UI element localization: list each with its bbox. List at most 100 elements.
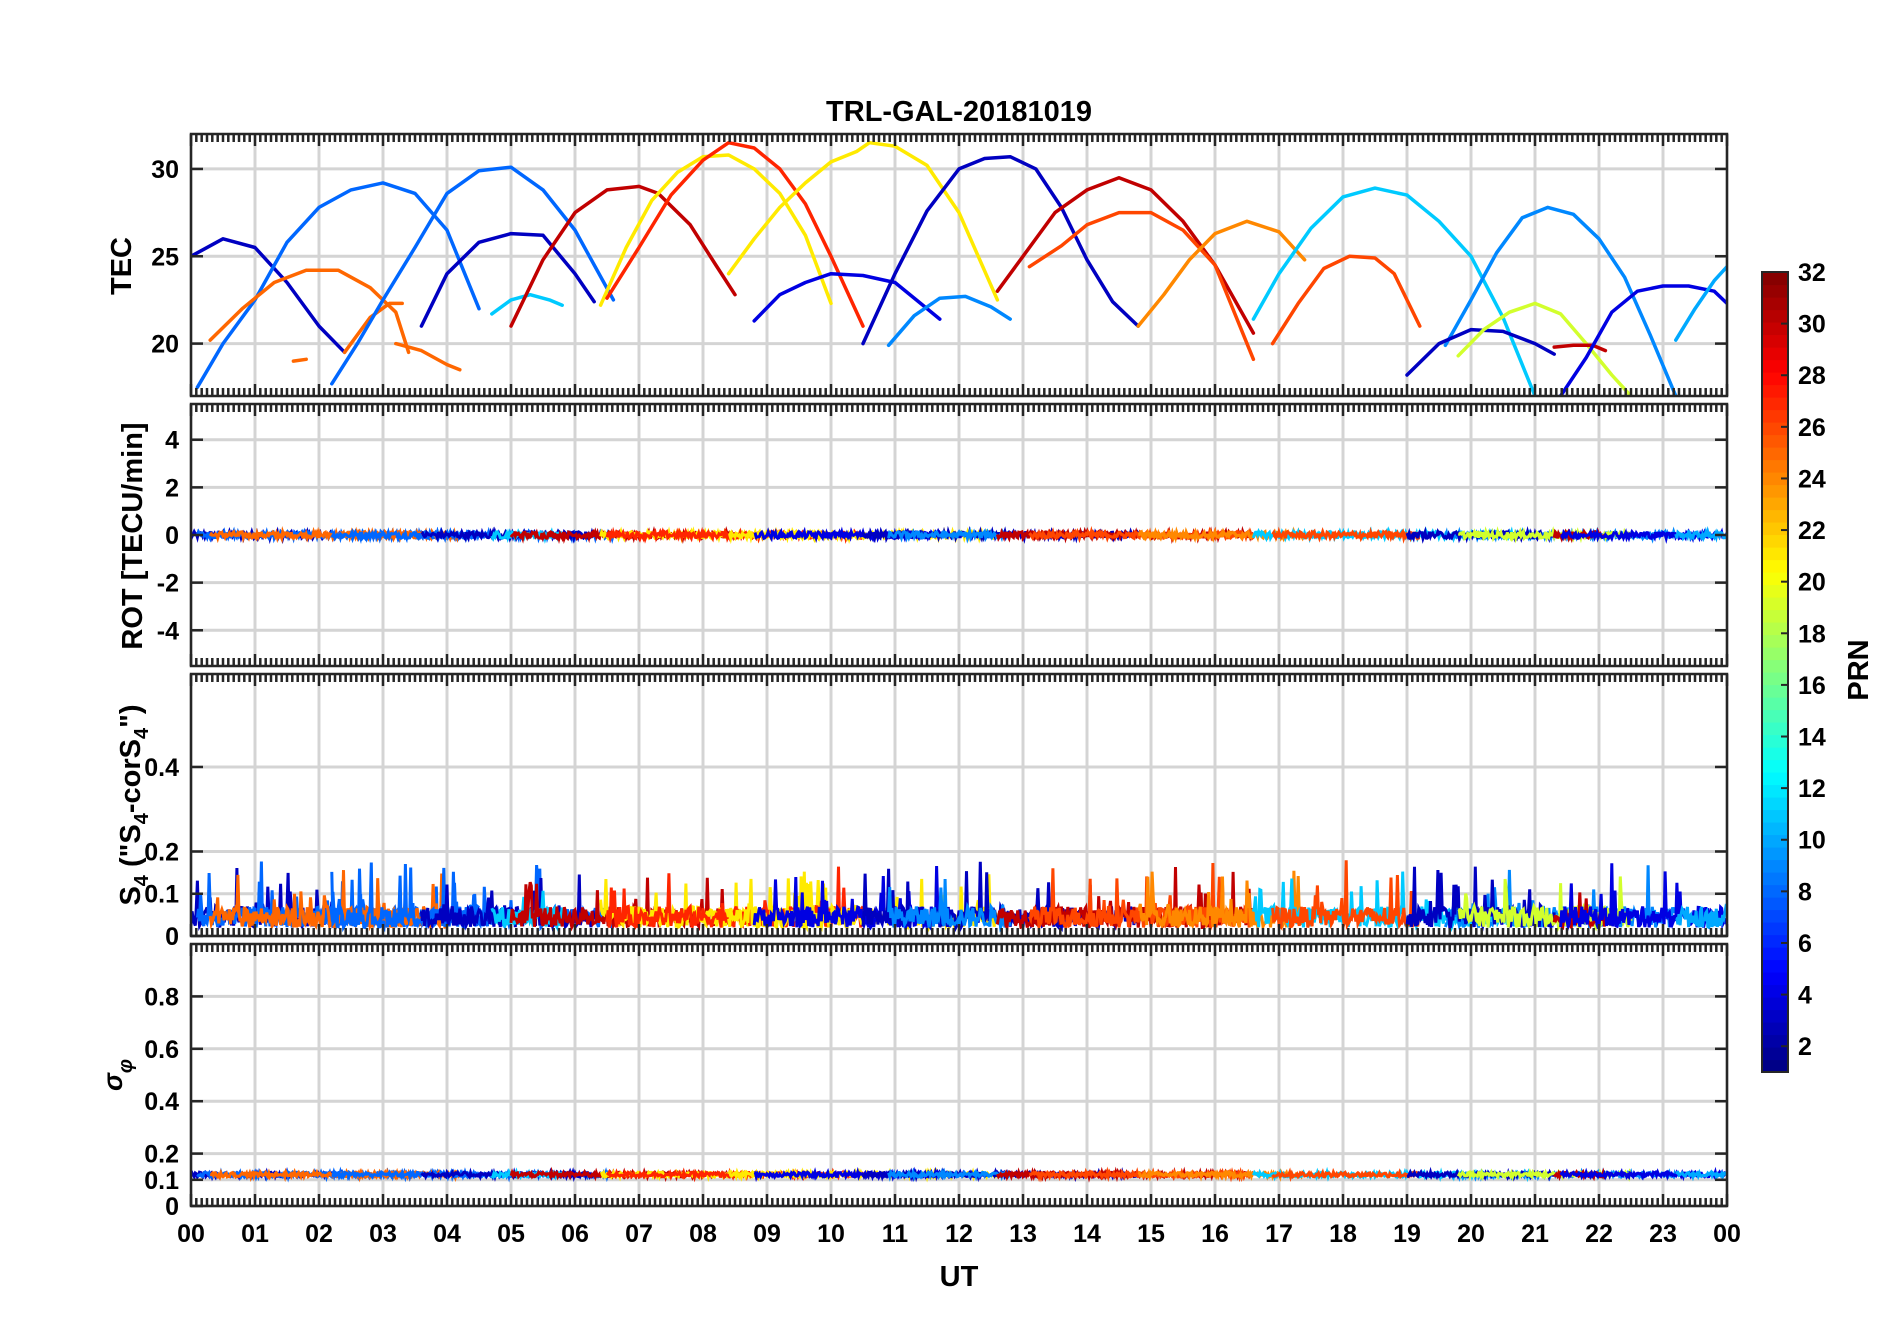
- colorbar-segment: [1762, 284, 1788, 298]
- s4-trace-prn-10: [1675, 903, 1727, 930]
- tec-track-prn-21: [726, 140, 1000, 302]
- y-tick-label: 4: [165, 427, 179, 455]
- rot-trace-prn-24: [1137, 526, 1305, 544]
- tec-track-prn-30: [995, 175, 1256, 335]
- tec-track-prn-9: [886, 294, 1012, 348]
- x-tick-label: 12: [945, 1220, 973, 1248]
- colorbar-tick-label: 32: [1798, 259, 1826, 287]
- colorbar-segment: [1762, 797, 1788, 811]
- tec-track-prn-11: [1251, 186, 1537, 396]
- axes-frame: [189, 132, 1729, 398]
- x-tick-label: 08: [689, 1220, 717, 1248]
- tec-track-prn-3: [191, 237, 347, 355]
- colorbar-segment: [1762, 684, 1788, 698]
- x-tick-label: 18: [1329, 1220, 1357, 1248]
- x-tick-label: 23: [1649, 1220, 1677, 1248]
- x-tick-label: 22: [1585, 1220, 1613, 1248]
- colorbar-segment: [1762, 484, 1788, 498]
- colorbar-segment: [1762, 309, 1788, 323]
- x-tick-label: 06: [561, 1220, 589, 1248]
- rot-trace-prn-10: [1674, 526, 1727, 543]
- tec-track-prn-4: [1558, 284, 1727, 396]
- y-label-sigma-phi: σφ: [98, 1059, 137, 1091]
- colorbar-segment: [1762, 809, 1788, 823]
- tec-track-prn-25: [394, 341, 462, 372]
- y-label-tec: TEC: [106, 237, 138, 295]
- y-tick-label: 0.1: [144, 1167, 179, 1195]
- y-tick-label: 0: [165, 1193, 179, 1221]
- tec-track-prn-24: [1136, 219, 1307, 328]
- colorbar-segment: [1762, 822, 1788, 836]
- colorbar-segment: [1762, 1034, 1788, 1048]
- series-group: [191, 1166, 1727, 1183]
- y-tick-label: -2: [157, 570, 179, 598]
- y-tick-label: 0.6: [144, 1036, 179, 1064]
- colorbar-segment: [1762, 672, 1788, 686]
- tec-track-prn-30: [509, 184, 737, 328]
- rot-trace-prn-9: [887, 526, 1012, 544]
- panel-tec: 20 25 30: [151, 132, 1729, 398]
- y-tick-label: 0: [165, 522, 179, 550]
- tec-track-prn-8: [195, 181, 481, 390]
- colorbar-tick-label: 20: [1798, 569, 1826, 597]
- y-label-rot: ROT [TECU/min]: [117, 422, 149, 649]
- colorbar-segment: [1762, 759, 1788, 773]
- colorbar-segment: [1762, 347, 1788, 361]
- colorbar-segment: [1762, 909, 1788, 923]
- axes-frame: [189, 942, 1729, 1208]
- x-tick-label: 11: [882, 1220, 909, 1248]
- tec-track-prn-25: [208, 268, 411, 355]
- y-tick-label: -4: [157, 617, 179, 645]
- x-tick-label: 21: [1521, 1220, 1549, 1248]
- colorbar-tick-label: 22: [1798, 517, 1826, 545]
- x-tick-labels: 00 01 02 03 04 05 06 07 08 09 10 11 12 13 14 15 16 17 18 19…: [177, 1220, 1741, 1248]
- s4-label-sub2: 4: [131, 812, 153, 824]
- colorbar-segment: [1762, 1009, 1788, 1023]
- x-tick-label: 13: [1009, 1220, 1037, 1248]
- colorbar-segment: [1762, 859, 1788, 873]
- colorbar-segment: [1762, 622, 1788, 636]
- y-tick-label: 30: [151, 156, 179, 184]
- x-axis-label: UT: [940, 1261, 979, 1293]
- colorbar-segment: [1762, 272, 1788, 286]
- colorbar-tick-label: 4: [1798, 982, 1812, 1010]
- y-tick-label: 0.2: [144, 838, 179, 866]
- tec-track-prn-25: [342, 301, 404, 355]
- s4-label-part3: -corS: [115, 739, 147, 813]
- x-tick-label: 15: [1137, 1220, 1165, 1248]
- colorbar-tick-label: 16: [1798, 672, 1826, 700]
- tec-track-prn-25: [291, 357, 308, 363]
- colorbar-segment: [1762, 522, 1788, 536]
- x-tick-label: 16: [1201, 1220, 1229, 1248]
- y-tick-label: 2: [165, 474, 179, 502]
- colorbar-segment: [1762, 1022, 1788, 1036]
- tec-track-prn-27: [605, 140, 865, 328]
- y-tick-label: 0: [165, 923, 179, 951]
- colorbar-segment: [1762, 647, 1788, 661]
- colorbar-segment: [1762, 597, 1788, 611]
- colorbar-segment: [1762, 609, 1788, 623]
- colorbar-segment: [1762, 422, 1788, 436]
- tec-track-prn-19: [1456, 301, 1633, 396]
- s4-trace-prn-4: [1559, 863, 1727, 933]
- tec-track-prn-8: [330, 165, 616, 386]
- colorbar-segment: [1762, 1059, 1788, 1073]
- colorbar-tick-label: 14: [1798, 724, 1826, 752]
- colorbar-segment: [1762, 534, 1788, 548]
- colorbar-segment: [1762, 722, 1788, 736]
- x-tick-label: 04: [433, 1220, 461, 1248]
- s4-trace-prn-3: [419, 874, 596, 932]
- colorbar-segment: [1762, 934, 1788, 948]
- colorbar-segment: [1762, 734, 1788, 748]
- colorbar-segment: [1762, 697, 1788, 711]
- colorbar-tick-label: 28: [1798, 362, 1826, 390]
- s4-label-part1: S: [115, 886, 147, 905]
- x-tick-label: 20: [1457, 1220, 1485, 1248]
- colorbar-segment: [1762, 872, 1788, 886]
- x-tick-label: 19: [1393, 1220, 1421, 1248]
- colorbar-segment: [1762, 884, 1788, 898]
- rot-trace-prn-26: [1271, 526, 1421, 544]
- series-group: [191, 525, 1727, 545]
- colorbar-segment: [1762, 559, 1788, 573]
- colorbar-tick-label: 24: [1798, 465, 1826, 493]
